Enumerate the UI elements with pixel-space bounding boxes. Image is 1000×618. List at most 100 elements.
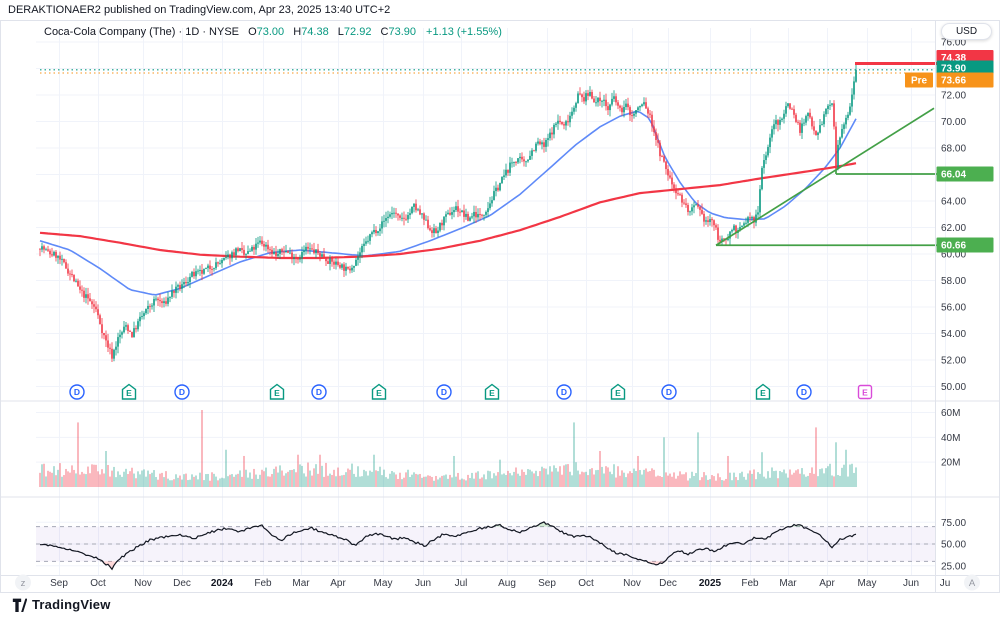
- earnings-marker[interactable]: E: [755, 383, 771, 400]
- earnings-marker[interactable]: E: [121, 383, 137, 400]
- dividend-marker[interactable]: D: [796, 384, 812, 400]
- svg-text:Ju: Ju: [940, 578, 951, 589]
- earnings-marker[interactable]: E: [484, 383, 500, 400]
- auto-scale-button[interactable]: A: [964, 574, 980, 591]
- ma-fast-line: [39, 110, 857, 296]
- currency-button[interactable]: USD: [941, 23, 992, 40]
- moving-averages: [39, 110, 857, 296]
- rsi-pane: [36, 521, 935, 571]
- svg-text:Feb: Feb: [254, 578, 272, 589]
- svg-text:70.00: 70.00: [941, 117, 966, 128]
- earnings-marker[interactable]: E: [371, 383, 387, 400]
- price-level-lines: [40, 69, 935, 74]
- svg-text:Apr: Apr: [330, 578, 346, 589]
- svg-text:Mar: Mar: [779, 578, 797, 589]
- chart-legend[interactable]: Coca-Cola Company (The) · 1D · NYSE O73.…: [44, 24, 502, 40]
- svg-text:Mar: Mar: [292, 578, 310, 589]
- svg-text:Dec: Dec: [659, 578, 677, 589]
- svg-text:Aug: Aug: [498, 578, 516, 589]
- dividend-marker[interactable]: D: [556, 384, 572, 400]
- change-value: +1.13 (+1.55%): [426, 26, 502, 38]
- low-value: 72.92: [343, 26, 372, 38]
- svg-text:D: D: [801, 387, 807, 397]
- svg-text:73.90: 73.90: [941, 64, 966, 75]
- svg-text:z: z: [21, 578, 26, 589]
- dividend-marker[interactable]: D: [311, 384, 327, 400]
- volume-layer: [39, 410, 857, 487]
- svg-text:Jun: Jun: [903, 578, 919, 589]
- close-label: C: [380, 26, 389, 38]
- svg-text:D: D: [666, 387, 672, 397]
- svg-text:May: May: [374, 578, 393, 589]
- dividend-marker[interactable]: D: [174, 384, 190, 400]
- rsi-line: [40, 521, 857, 571]
- svg-text:75.00: 75.00: [941, 518, 966, 529]
- tradingview-brand-text: TradingView: [32, 597, 111, 612]
- dividend-marker[interactable]: D: [69, 384, 85, 400]
- low-label: L: [337, 26, 344, 38]
- svg-text:D: D: [316, 387, 322, 397]
- price-axis-badge: 73.66 Pre: [905, 72, 994, 88]
- price-axis-badge: 73.90: [936, 60, 994, 76]
- svg-text:62.00: 62.00: [941, 223, 966, 234]
- svg-text:20M: 20M: [941, 458, 960, 469]
- trend-drawings[interactable]: [715, 107, 937, 247]
- svg-text:60M: 60M: [941, 408, 960, 419]
- svg-text:Sep: Sep: [538, 578, 556, 589]
- svg-text:E: E: [615, 388, 621, 398]
- svg-text:Jun: Jun: [415, 578, 431, 589]
- time-axis[interactable]: Sep Oct Nov Dec 2024 Feb Mar Apr May Jun Jul Aug Sep…: [15, 574, 980, 591]
- chart-canvas[interactable]: D D D D D D D E E E E E E E 76.00 72.00 70.00 68.00 64.00 6…: [0, 20, 1000, 593]
- svg-text:Oct: Oct: [90, 578, 106, 589]
- svg-text:50.00: 50.00: [941, 540, 966, 551]
- svg-text:May: May: [858, 578, 877, 589]
- timezone-button[interactable]: z: [15, 574, 31, 591]
- svg-text:72.00: 72.00: [941, 91, 966, 102]
- tradingview-logo[interactable]: TradingView: [12, 597, 111, 612]
- event-markers[interactable]: D D D D D D DE E E E E E E: [69, 383, 873, 400]
- svg-text:Nov: Nov: [134, 578, 152, 589]
- svg-text:58.00: 58.00: [941, 276, 966, 287]
- dividend-marker[interactable]: D: [436, 384, 452, 400]
- uptrend-line: [715, 107, 935, 246]
- future-earnings-marker[interactable]: E: [857, 384, 873, 400]
- footer-bar: TradingView: [0, 593, 1000, 618]
- svg-text:68.00: 68.00: [941, 144, 966, 155]
- svg-text:Jul: Jul: [455, 578, 468, 589]
- price-axis[interactable]: 76.00 72.00 70.00 68.00 64.00 62.00 60.00 58.00…: [905, 38, 994, 573]
- svg-text:76.00: 76.00: [941, 38, 966, 49]
- svg-text:D: D: [179, 387, 185, 397]
- svg-text:40M: 40M: [941, 433, 960, 444]
- attribution-text: DERAKTIONAER2 published on TradingView.c…: [8, 4, 391, 16]
- svg-text:Feb: Feb: [741, 578, 759, 589]
- grid-lines: [36, 28, 946, 575]
- svg-text:66.04: 66.04: [941, 170, 966, 181]
- svg-text:2024: 2024: [211, 578, 234, 589]
- svg-text:Pre: Pre: [911, 76, 928, 87]
- svg-text:54.00: 54.00: [941, 329, 966, 340]
- earnings-marker[interactable]: E: [610, 383, 626, 400]
- high-value: 74.38: [301, 26, 329, 38]
- svg-text:E: E: [862, 387, 868, 397]
- open-value: 73.00: [256, 26, 285, 38]
- tradingview-mark-icon: [12, 598, 27, 612]
- svg-text:73.66: 73.66: [941, 76, 966, 87]
- earnings-marker[interactable]: E: [269, 383, 285, 400]
- svg-text:E: E: [126, 388, 132, 398]
- svg-text:56.00: 56.00: [941, 303, 966, 314]
- svg-text:E: E: [489, 388, 495, 398]
- svg-text:D: D: [441, 387, 447, 397]
- svg-text:52.00: 52.00: [941, 356, 966, 367]
- svg-text:Apr: Apr: [819, 578, 835, 589]
- svg-text:74.38: 74.38: [941, 53, 966, 64]
- svg-text:E: E: [376, 388, 382, 398]
- svg-text:Oct: Oct: [578, 578, 594, 589]
- svg-text:Sep: Sep: [50, 578, 68, 589]
- dividend-marker[interactable]: D: [661, 384, 677, 400]
- open-label: O: [248, 26, 257, 38]
- ma-slow-line: [39, 162, 857, 260]
- svg-text:E: E: [760, 388, 766, 398]
- svg-text:64.00: 64.00: [941, 197, 966, 208]
- close-value: 73.90: [388, 26, 416, 38]
- svg-text:D: D: [561, 387, 567, 397]
